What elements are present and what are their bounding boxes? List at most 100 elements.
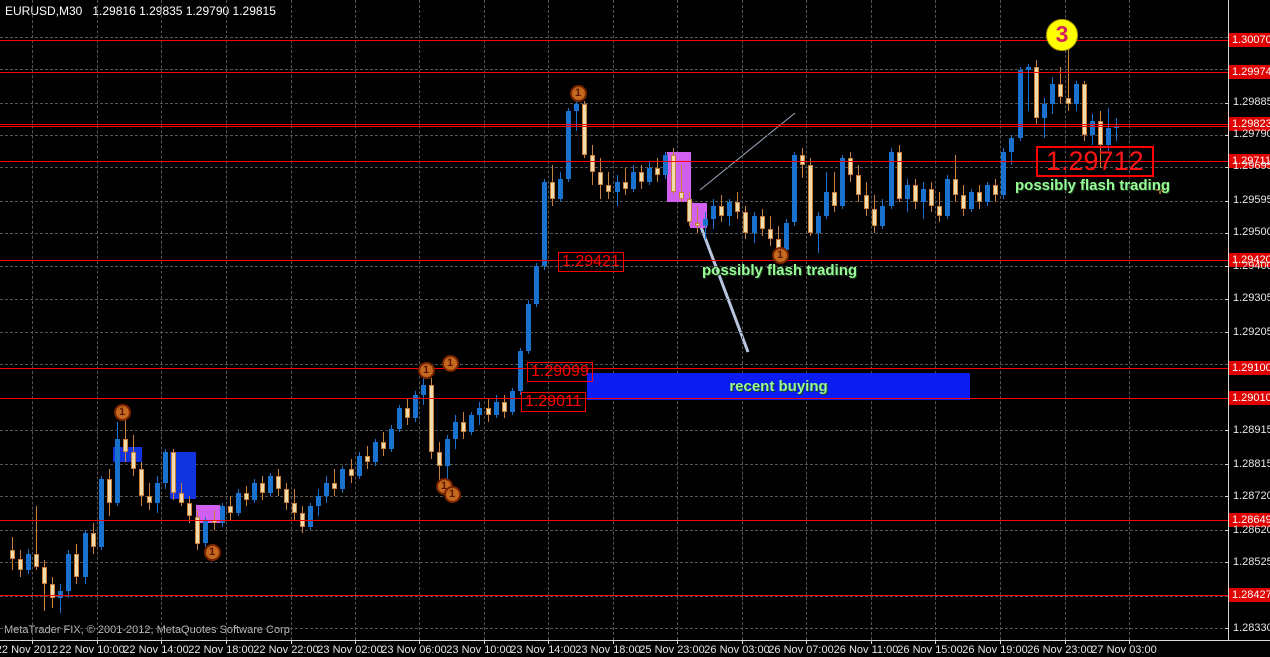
candle-bearish — [461, 421, 467, 432]
price-axis-tick — [1225, 232, 1229, 234]
candle-bearish — [799, 154, 805, 165]
time-axis-label[interactable]: 23 Nov 02:00 — [317, 644, 383, 656]
candle-bearish — [227, 506, 233, 514]
price-axis-red-label: 1.28649 — [1229, 513, 1270, 528]
support-resistance-line[interactable] — [0, 367, 1228, 369]
candle-bullish — [493, 401, 499, 416]
price-axis-red-label: 1.29420 — [1229, 252, 1270, 267]
time-axis-label[interactable]: 26 Nov 07:00 — [768, 644, 834, 656]
support-resistance-line[interactable] — [0, 398, 1228, 400]
signal-marker-1[interactable]: 1 — [771, 246, 789, 264]
time-axis-tick — [1129, 641, 1130, 644]
price-axis-red-label: 1.29711 — [1229, 154, 1270, 169]
time-axis-label[interactable]: 23 Nov 10:00 — [446, 644, 512, 656]
price-axis-tick — [1225, 496, 1229, 498]
candle-bullish — [203, 519, 209, 544]
price-tag-1.29011[interactable]: 1.29011 — [521, 392, 586, 412]
price-axis-tick — [1225, 464, 1229, 466]
time-axis[interactable]: 22 Nov 2012 22 Nov 10:00 22 Nov 14:00 22 No… — [0, 640, 1270, 657]
signal-marker-1[interactable]: 1 — [113, 403, 131, 421]
candle-bearish — [864, 195, 870, 209]
price-tag-1.29421[interactable]: 1.29421 — [558, 252, 624, 272]
time-axis-tick — [806, 641, 807, 644]
time-axis-label[interactable]: 26 Nov 11:00 — [833, 644, 899, 656]
candle-bearish — [332, 482, 338, 490]
grid-line-vertical — [742, 0, 743, 640]
candle-bearish — [832, 192, 838, 206]
support-resistance-line[interactable] — [0, 72, 1228, 74]
candle-bullish — [880, 205, 886, 226]
grid-line-vertical — [419, 0, 420, 640]
time-axis-tick — [419, 641, 420, 644]
signal-marker-1[interactable]: 1 — [443, 485, 461, 503]
time-axis-label[interactable]: 22 Nov 14:00 — [123, 644, 189, 656]
candle-bullish — [711, 205, 717, 220]
copyright-label: MetaTrader FIX, © 2001-2012, MetaQuotes … — [4, 624, 293, 636]
price-tag-1.29712[interactable]: 1.29712 — [1036, 146, 1154, 177]
candle-bearish — [1081, 83, 1087, 135]
candle-bearish — [670, 154, 676, 193]
grid-line-vertical — [1000, 0, 1001, 640]
candle-bearish — [606, 185, 612, 193]
candle-bearish — [622, 181, 628, 189]
candle-bullish — [533, 266, 539, 304]
signal-marker-1[interactable]: 1 — [441, 354, 459, 372]
time-axis-label[interactable]: 26 Nov 03:00 — [704, 644, 770, 656]
price-axis-tick — [1225, 134, 1229, 136]
signal-marker-1[interactable]: 1 — [569, 84, 587, 102]
time-axis-label[interactable]: 26 Nov 19:00 — [962, 644, 1028, 656]
candle-bullish — [340, 469, 346, 490]
trendline[interactable] — [699, 112, 796, 191]
candle-bearish — [437, 452, 443, 466]
candle-bearish — [735, 202, 741, 213]
time-axis-label[interactable]: 25 Nov 23:00 — [639, 644, 705, 656]
signal-marker-3[interactable]: 3 — [1046, 19, 1078, 51]
annotation-flash-trading[interactable]: possibly flash trading — [1015, 177, 1171, 194]
candle-bearish — [695, 222, 701, 226]
candle-bearish — [187, 502, 193, 517]
time-axis-label[interactable]: 26 Nov 15:00 — [897, 644, 963, 656]
time-axis-label[interactable]: 27 Nov 03:00 — [1091, 644, 1157, 656]
support-resistance-line[interactable] — [0, 40, 1228, 41]
signal-marker-1[interactable]: 1 — [417, 361, 435, 379]
support-resistance-line[interactable] — [0, 595, 1228, 597]
magenta-highlight-box[interactable] — [690, 203, 707, 228]
time-axis-tick — [161, 641, 162, 644]
signal-marker-1[interactable]: 1 — [203, 543, 221, 561]
candle-bullish — [1001, 151, 1007, 196]
grid-line-vertical — [613, 0, 614, 640]
time-axis-label[interactable]: 22 Nov 2012 — [0, 644, 59, 656]
candle-bearish — [1057, 83, 1063, 98]
support-resistance-line[interactable] — [0, 161, 1228, 163]
time-axis-label[interactable]: 23 Nov 06:00 — [381, 644, 447, 656]
candle-bearish — [259, 482, 265, 493]
grid-line-vertical — [1129, 0, 1130, 640]
time-axis-label[interactable]: 22 Nov 10:00 — [59, 644, 125, 656]
candle-bullish — [58, 590, 64, 598]
candle-bearish — [74, 553, 80, 578]
time-axis-label[interactable]: 22 Nov 18:00 — [188, 644, 254, 656]
candle-bearish — [404, 408, 410, 419]
grid-line-horizontal — [0, 364, 1228, 366]
price-tag-1.29099[interactable]: 1.29099 — [527, 362, 593, 382]
candle-wick — [1027, 63, 1029, 111]
support-resistance-line[interactable] — [0, 123, 1228, 125]
time-axis-label[interactable]: 26 Nov 23:00 — [1027, 644, 1093, 656]
bid-price-line[interactable] — [0, 126, 1228, 128]
candle-bullish — [904, 185, 910, 199]
chart-plot-area[interactable]: EURUSD,M30 1.29816 1.29835 1.29790 1.298… — [0, 0, 1228, 640]
support-resistance-line[interactable] — [0, 259, 1228, 261]
time-axis-label[interactable]: 23 Nov 14:00 — [510, 644, 576, 656]
grid-line-vertical — [548, 0, 549, 640]
support-resistance-line[interactable] — [0, 520, 1228, 522]
time-axis-label[interactable]: 23 Nov 18:00 — [575, 644, 641, 656]
time-axis-label[interactable]: 22 Nov 22:00 — [253, 644, 319, 656]
time-axis-tick — [97, 641, 98, 644]
annotation-flash-trading[interactable]: possibly flash trading — [702, 262, 858, 279]
recent-buying-zone[interactable]: recent buying — [587, 373, 970, 400]
candle-bullish — [219, 506, 225, 524]
candle-bearish — [485, 408, 491, 416]
grid-line-vertical — [1065, 0, 1066, 640]
price-axis[interactable]: 1.30070 1.29974 1.29823 1.29711 1.29420 1.291… — [1225, 0, 1270, 640]
grid-line-horizontal — [0, 298, 1228, 300]
